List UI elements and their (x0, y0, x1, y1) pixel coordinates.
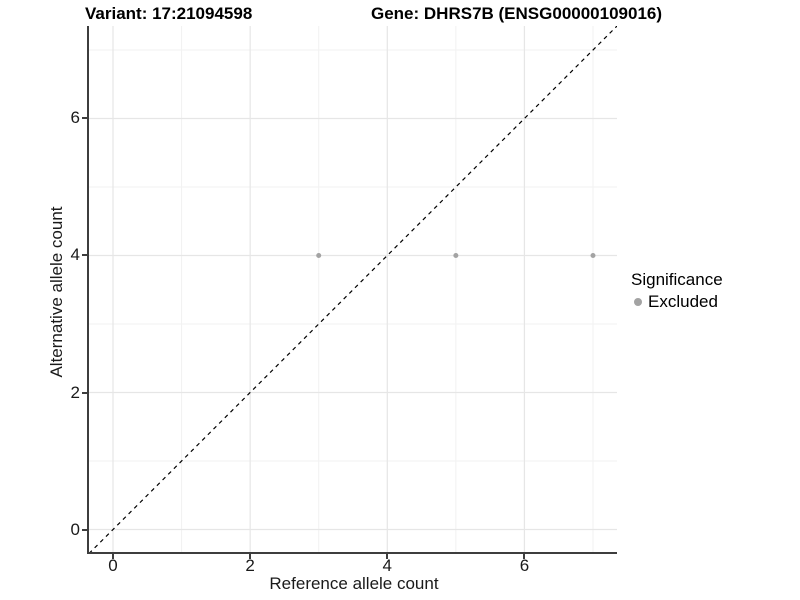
x-tick-label: 6 (519, 556, 530, 575)
y-tick-mark (82, 254, 87, 257)
y-tick-mark (82, 117, 87, 120)
legend-title: Significance (631, 270, 723, 289)
x-axis-title: Reference allele count (269, 574, 439, 593)
x-axis-line (87, 552, 617, 554)
x-tick-label: 2 (245, 556, 255, 575)
x-tick-mark (112, 554, 114, 559)
y-tick-label: 6 (70, 108, 80, 128)
legend-item-excluded: Excluded (634, 292, 723, 312)
identity-line (89, 26, 617, 554)
legend: Significance Excluded (631, 270, 723, 312)
x-tick-mark (523, 554, 526, 559)
data-point (590, 252, 596, 258)
x-tick-label: 4 (382, 556, 393, 575)
plot-title-variant: Variant: 17:21094598 (85, 4, 253, 23)
x-tick-mark (386, 554, 389, 559)
legend-point-icon (634, 298, 642, 306)
data-point (453, 252, 459, 258)
y-tick-label: 0 (70, 519, 80, 539)
y-tick-mark (82, 528, 87, 531)
y-tick-mark (82, 391, 87, 394)
plot-title-gene: Gene: DHRS7B (ENSG00000109016) (371, 4, 663, 23)
data-point (316, 252, 322, 258)
y-tick-label: 2 (70, 382, 80, 402)
y-axis-line (87, 26, 89, 554)
legend-item-label: Excluded (648, 292, 718, 311)
y-axis-title: Alternative allele count (47, 206, 66, 378)
x-tick-mark (249, 554, 252, 559)
y-tick-label: 4 (70, 245, 80, 265)
plot-panel (89, 26, 617, 554)
x-tick-label: 0 (108, 556, 118, 575)
